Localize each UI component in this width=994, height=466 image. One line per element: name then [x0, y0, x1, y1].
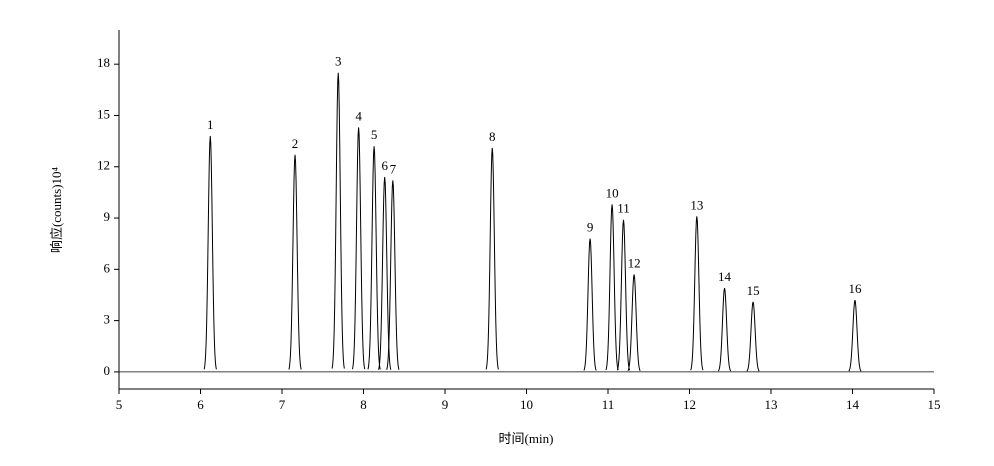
x-tick-label: 12: [683, 397, 696, 412]
x-tick-label: 10: [520, 397, 533, 412]
peak-label: 2: [292, 136, 299, 151]
peak: [717, 288, 732, 372]
peak-label: 14: [718, 269, 732, 284]
y-tick-label: 12: [97, 158, 110, 173]
peak: [386, 180, 400, 370]
x-tick-label: 5: [116, 397, 123, 412]
x-tick-label: 15: [928, 397, 941, 412]
peak: [848, 299, 862, 372]
x-tick-label: 8: [360, 397, 367, 412]
peak: [746, 301, 760, 372]
peak-label: 11: [617, 201, 630, 216]
peak: [203, 135, 217, 370]
peak: [367, 146, 381, 370]
peak-label: 4: [355, 108, 362, 123]
peak-label: 16: [848, 281, 862, 296]
peak-label: 3: [335, 54, 342, 69]
peak: [485, 147, 499, 370]
peak: [690, 216, 704, 371]
peak-label: 8: [489, 129, 496, 144]
peak: [331, 72, 345, 369]
peak: [627, 274, 641, 372]
peak-label: 9: [587, 220, 594, 235]
x-tick-label: 11: [602, 397, 615, 412]
y-tick-label: 18: [97, 55, 110, 70]
peak-label: 7: [390, 161, 397, 176]
peak-label: 5: [371, 127, 378, 142]
x-tick-label: 7: [279, 397, 286, 412]
peak: [583, 238, 597, 371]
peak: [616, 219, 631, 371]
peak-label: 15: [747, 283, 760, 298]
x-tick-label: 13: [765, 397, 778, 412]
x-tick-label: 9: [442, 397, 449, 412]
peak-label: 6: [381, 158, 388, 173]
peak: [605, 204, 619, 371]
y-tick-label: 9: [104, 209, 111, 224]
peak-label: 1: [207, 117, 214, 132]
x-tick-label: 14: [846, 397, 860, 412]
y-tick-label: 3: [104, 312, 111, 327]
x-axis-label: 时间(min): [499, 431, 554, 446]
x-tick-label: 6: [197, 397, 204, 412]
peak: [352, 127, 366, 370]
peak: [288, 154, 302, 370]
y-tick-label: 0: [104, 363, 111, 378]
peak-label: 10: [606, 185, 619, 200]
y-axis-label: 响应(counts)10⁴: [49, 166, 64, 253]
peak-label: 12: [628, 255, 641, 270]
peak-label: 13: [690, 197, 703, 212]
y-tick-label: 15: [97, 106, 110, 121]
y-tick-label: 6: [104, 260, 111, 275]
